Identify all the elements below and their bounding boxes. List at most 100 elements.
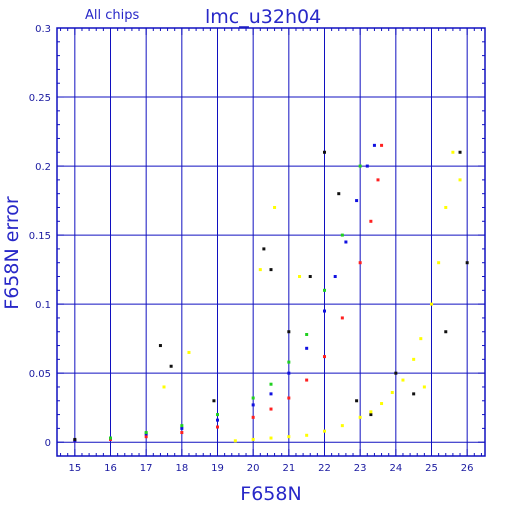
data-point-green xyxy=(269,382,273,386)
data-point-green xyxy=(287,360,291,364)
data-point-red xyxy=(287,396,291,400)
axis-ticks xyxy=(57,27,485,457)
data-point-black xyxy=(212,399,216,403)
data-point-yellow xyxy=(458,178,462,182)
y-tick-label: 0.05 xyxy=(29,369,51,380)
chart-title: lmc_u32h04 xyxy=(205,6,321,28)
data-point-black xyxy=(394,371,398,375)
data-point-green xyxy=(358,164,362,168)
plot-frame xyxy=(56,27,486,457)
data-point-black xyxy=(287,330,291,334)
data-point-black xyxy=(269,268,273,272)
x-tick-label: 18 xyxy=(175,463,188,474)
x-tick-label: 19 xyxy=(211,463,224,474)
y-tick-label: 0.3 xyxy=(35,24,51,35)
chart-subtitle: All chips xyxy=(85,8,139,23)
data-point-black xyxy=(369,413,373,417)
x-tick-label: 15 xyxy=(68,463,81,474)
data-point-red xyxy=(251,415,255,419)
data-point-black xyxy=(355,399,359,403)
x-tick-label: 25 xyxy=(425,463,438,474)
data-point-green xyxy=(180,424,184,428)
data-point-yellow xyxy=(390,390,394,394)
data-point-blue xyxy=(355,199,359,203)
data-point-red xyxy=(369,219,373,223)
data-point-yellow xyxy=(273,205,277,209)
data-point-blue xyxy=(323,309,326,313)
data-point-yellow xyxy=(412,357,416,361)
data-point-green xyxy=(109,436,112,440)
data-point-yellow xyxy=(444,205,448,209)
data-point-black xyxy=(412,392,416,396)
data-point-blue xyxy=(333,275,337,279)
data-point-black xyxy=(337,192,341,196)
x-tick-label: 22 xyxy=(318,463,331,474)
data-point-black xyxy=(458,150,462,154)
data-point-yellow xyxy=(269,436,273,440)
data-point-yellow xyxy=(422,385,426,389)
data-point-red xyxy=(180,431,184,435)
data-point-yellow xyxy=(298,275,302,279)
data-point-blue xyxy=(180,426,184,430)
y-tick-label: 0.15 xyxy=(29,231,51,242)
data-point-black xyxy=(73,437,77,441)
data-point-yellow xyxy=(358,415,362,419)
data-point-yellow xyxy=(162,385,166,389)
data-point-green xyxy=(323,288,326,292)
data-point-red xyxy=(358,261,362,265)
x-tick-label: 20 xyxy=(247,463,260,474)
data-point-green xyxy=(216,413,219,417)
data-point-red xyxy=(323,355,326,359)
data-point-red xyxy=(269,407,273,411)
data-point-yellow xyxy=(258,268,262,272)
data-point-blue xyxy=(344,240,348,244)
data-point-yellow xyxy=(401,378,405,382)
x-tick-label: 24 xyxy=(389,463,402,474)
data-point-green xyxy=(251,396,255,400)
data-point-red xyxy=(305,378,309,382)
data-point-black xyxy=(323,150,326,154)
data-point-black xyxy=(262,247,266,251)
data-point-green xyxy=(305,333,309,337)
x-tick-label: 16 xyxy=(104,463,117,474)
data-point-yellow xyxy=(305,433,309,437)
data-point-green xyxy=(340,233,344,237)
y-tick-label: 0 xyxy=(45,438,51,449)
data-point-yellow xyxy=(187,350,191,354)
data-point-yellow xyxy=(451,150,455,154)
data-point-blue xyxy=(251,403,255,407)
x-tick-label: 17 xyxy=(140,463,153,474)
data-point-blue xyxy=(216,418,219,422)
data-point-green xyxy=(144,431,148,435)
data-point-yellow xyxy=(430,302,433,306)
data-point-black xyxy=(465,261,469,265)
grid-lines xyxy=(57,27,485,456)
x-tick-label: 23 xyxy=(354,463,367,474)
data-point-black xyxy=(169,364,173,368)
data-point-black xyxy=(308,275,312,279)
tick-labels: 15 16 17 18 19 20 21 22 23 24 25 26 0 0.05 0.1 0.15 0.2 0… xyxy=(29,24,474,474)
data-point-red xyxy=(216,425,219,429)
data-point-yellow xyxy=(251,437,255,441)
data-point-blue xyxy=(365,164,369,168)
data-point-yellow xyxy=(419,337,423,341)
data-point-black xyxy=(158,344,162,348)
data-point-red xyxy=(376,178,380,182)
data-point-red xyxy=(144,435,148,439)
data-point-blue xyxy=(269,392,273,396)
data-points xyxy=(73,143,469,443)
data-point-red xyxy=(340,316,344,320)
data-point-blue xyxy=(372,143,376,147)
data-point-yellow xyxy=(437,261,441,265)
x-tick-label: 21 xyxy=(282,463,295,474)
x-tick-label: 26 xyxy=(461,463,474,474)
data-point-red xyxy=(380,143,384,147)
y-tick-label: 0.2 xyxy=(35,162,51,173)
y-tick-label: 0.25 xyxy=(29,93,51,104)
data-point-yellow xyxy=(287,435,291,439)
y-axis-label: F658N error xyxy=(1,196,23,310)
data-point-yellow xyxy=(233,439,237,443)
y-tick-label: 0.1 xyxy=(35,300,51,311)
